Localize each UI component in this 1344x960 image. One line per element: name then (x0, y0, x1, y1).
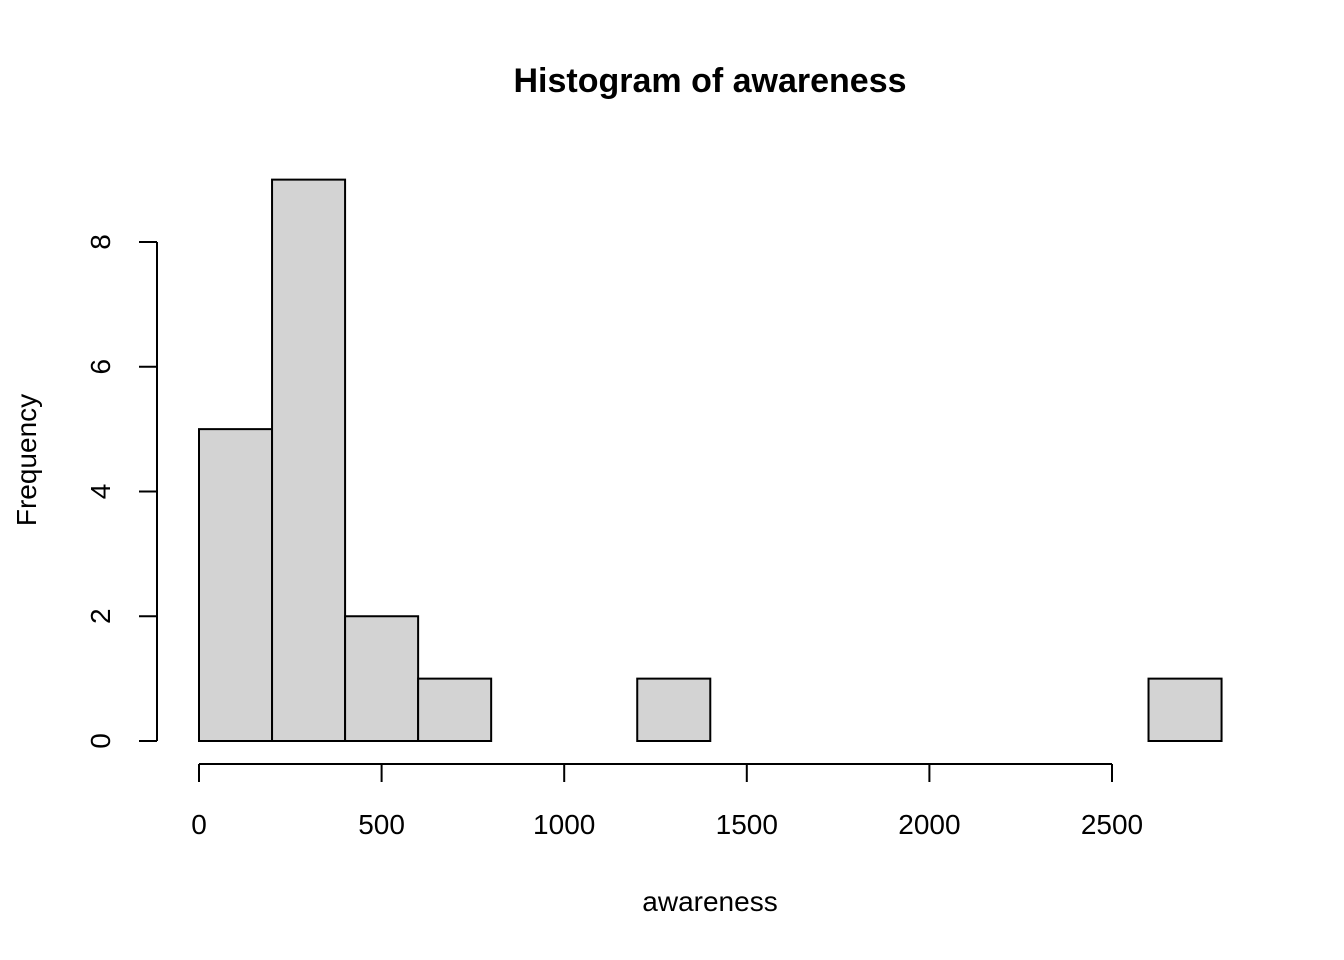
x-tick-label-3: 1500 (716, 809, 778, 840)
histogram-bar-2 (344, 615, 420, 742)
y-axis-label: Frequency (11, 394, 42, 526)
histogram-bar-1 (271, 178, 347, 742)
x-axis: 0 500 1000 1500 2000 2500 (191, 763, 1143, 840)
histogram-bar-6 (636, 677, 712, 742)
x-tick-label-2: 1000 (533, 809, 595, 840)
x-axis-label: awareness (642, 886, 777, 917)
y-tick-label-3: 6 (85, 359, 116, 375)
x-tick-label-4: 2000 (898, 809, 960, 840)
histogram-bars (198, 178, 1223, 742)
histogram-bar-0 (198, 428, 274, 742)
x-tick-label-5: 2500 (1081, 809, 1143, 840)
histogram-bar-13 (1147, 677, 1223, 742)
y-tick-label-1: 2 (85, 608, 116, 624)
chart-title: Histogram of awareness (513, 62, 906, 100)
histogram-bar-3 (417, 677, 493, 742)
y-axis: 0 2 4 6 8 (85, 234, 158, 749)
x-tick-label-0: 0 (191, 809, 207, 840)
y-tick-label-4: 8 (85, 234, 116, 250)
x-tick-label-1: 500 (358, 809, 405, 840)
y-tick-label-0: 0 (85, 733, 116, 749)
y-tick-label-2: 4 (85, 484, 116, 500)
